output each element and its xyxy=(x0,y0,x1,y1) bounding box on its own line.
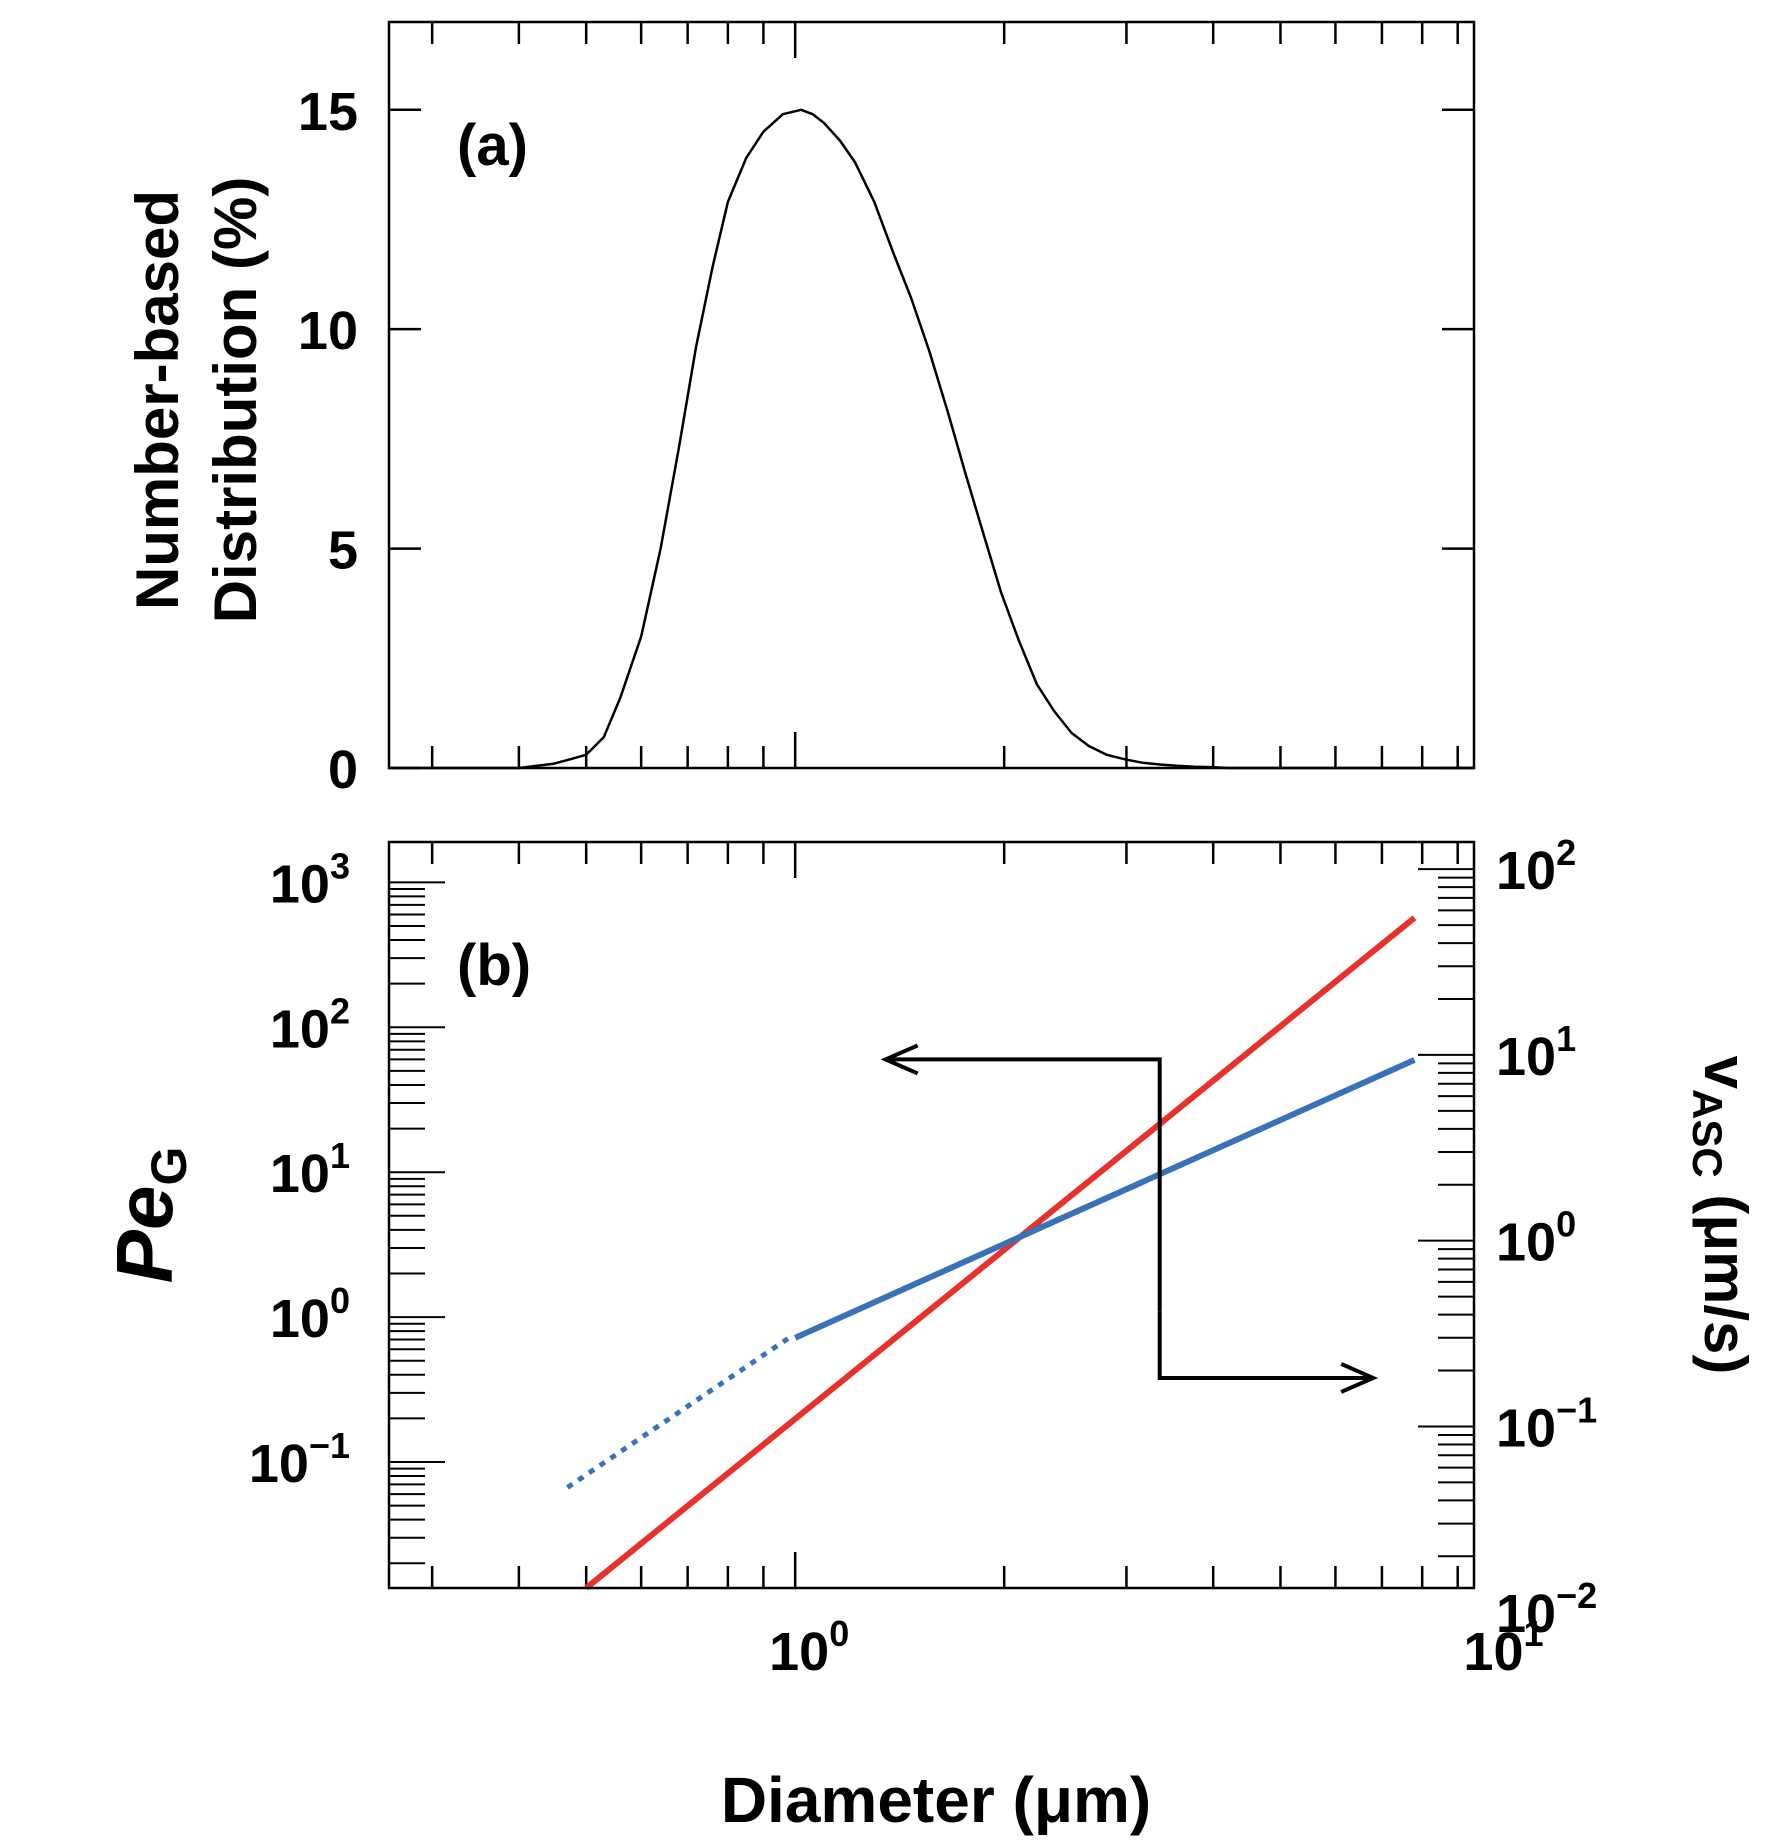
a-ytick-label: 5 xyxy=(328,521,358,581)
panel-b-y2label: vASC (μm/s) xyxy=(1684,1056,1759,1375)
series-vASC-solid xyxy=(793,1057,1416,1341)
arrow-to-left-axis-head xyxy=(880,1043,919,1076)
panel-b-xtick-labels: 100 101 xyxy=(769,1613,1543,1682)
b-xtick-label: 100 xyxy=(769,1613,849,1682)
panel-b-ticks xyxy=(389,842,1474,1588)
b-xtick-label-exp: 1 xyxy=(1523,1613,1543,1654)
panel-a-ylabel: Number-based Distribution (%) xyxy=(124,177,269,624)
b-y2tick-label: 102 xyxy=(1496,832,1576,901)
b-y2tick-label-exp: 2 xyxy=(1556,832,1576,873)
panel-a-ticks xyxy=(389,22,1474,770)
b-ytick-label: 100 xyxy=(270,1280,350,1349)
b-ytick-label-exp: 1 xyxy=(330,1135,350,1176)
a-ytick-label: 10 xyxy=(298,301,358,361)
b-y2tick-label: 10−1 xyxy=(1496,1389,1597,1458)
panel-b-y2label-main: v xyxy=(1692,1056,1759,1090)
b-xtick-label-base: 10 xyxy=(769,1622,829,1682)
b-ytick-label-base: 10 xyxy=(249,1434,309,1494)
b-y2tick-label-base: 10 xyxy=(1496,1584,1556,1644)
panel-b-annotations xyxy=(880,1043,1379,1394)
b-y2tick-label: 10−2 xyxy=(1496,1575,1597,1644)
panel-b-ylabel: PeG xyxy=(100,1147,197,1284)
b-y2tick-label: 100 xyxy=(1496,1204,1576,1273)
b-y2tick-label-exp: −2 xyxy=(1556,1575,1597,1616)
a-ytick-label: 15 xyxy=(298,82,358,142)
panel-b-frame xyxy=(387,840,1476,1590)
b-y2tick-label-exp: −1 xyxy=(1556,1389,1597,1430)
b-y2tick-label-base: 10 xyxy=(1496,1027,1556,1087)
b-ytick-label-exp: 0 xyxy=(330,1280,350,1321)
b-xtick-label-exp: 0 xyxy=(829,1613,849,1654)
arrow-to-right-axis-line xyxy=(1157,1311,1374,1380)
b-y2tick-label-exp: 0 xyxy=(1556,1204,1576,1245)
series-vASC-dotted xyxy=(566,1335,791,1490)
b-y2tick-label-exp: 1 xyxy=(1556,1018,1576,1059)
panel-b-y2label-sub: ASC xyxy=(1684,1089,1731,1178)
series-PeG-solid xyxy=(584,915,1417,1591)
panel-b-y2label-unit: (μm/s) xyxy=(1692,1178,1759,1375)
b-xtick-label: 101 xyxy=(1463,1613,1543,1682)
a-ytick-label: 0 xyxy=(328,740,358,800)
distribution-curve xyxy=(389,108,1474,770)
b-ytick-label: 103 xyxy=(270,845,350,914)
b-ytick-label-exp: 2 xyxy=(330,990,350,1031)
panel-a-ylabel-line1: Number-based xyxy=(124,190,191,610)
b-ytick-label-base: 10 xyxy=(270,1144,330,1204)
panel-a-ylabel-line2: Distribution (%) xyxy=(202,177,269,624)
panel-b-ylabel-main: Pe xyxy=(100,1186,189,1284)
panel-b-xlabel: Diameter (μm) xyxy=(721,1764,1151,1836)
b-ytick-label: 101 xyxy=(270,1135,350,1204)
b-ytick-label-base: 10 xyxy=(270,999,330,1059)
b-xtick-label-base: 10 xyxy=(1463,1622,1523,1682)
b-y2tick-label-base: 10 xyxy=(1496,841,1556,901)
b-y2tick-label: 101 xyxy=(1496,1018,1576,1087)
panel-a-label: (a) xyxy=(457,113,528,178)
panel-b-ylabel-sub: G xyxy=(141,1147,197,1186)
b-ytick-label-exp: 3 xyxy=(330,845,350,886)
b-ytick-label: 10−1 xyxy=(249,1425,350,1494)
b-y2tick-label-base: 10 xyxy=(1496,1213,1556,1273)
panel-a-frame xyxy=(387,20,1476,770)
b-ytick-label-base: 10 xyxy=(270,854,330,914)
b-ytick-label-base: 10 xyxy=(270,1289,330,1349)
arrow-to-left-axis-line xyxy=(885,1057,1162,1312)
panel-b-label: (b) xyxy=(457,933,531,998)
panel-b-series xyxy=(566,915,1417,1591)
panel-a-ytick-labels: 0 5 10 15 xyxy=(298,82,358,800)
b-y2tick-label-base: 10 xyxy=(1496,1398,1556,1458)
panel-a: 0 5 10 15 (a) Number-based Distribution (%) xyxy=(124,20,1476,800)
b-ytick-label: 102 xyxy=(270,990,350,1059)
b-ytick-label-exp: −1 xyxy=(309,1425,350,1466)
arrow-to-right-axis-head xyxy=(1340,1362,1379,1394)
